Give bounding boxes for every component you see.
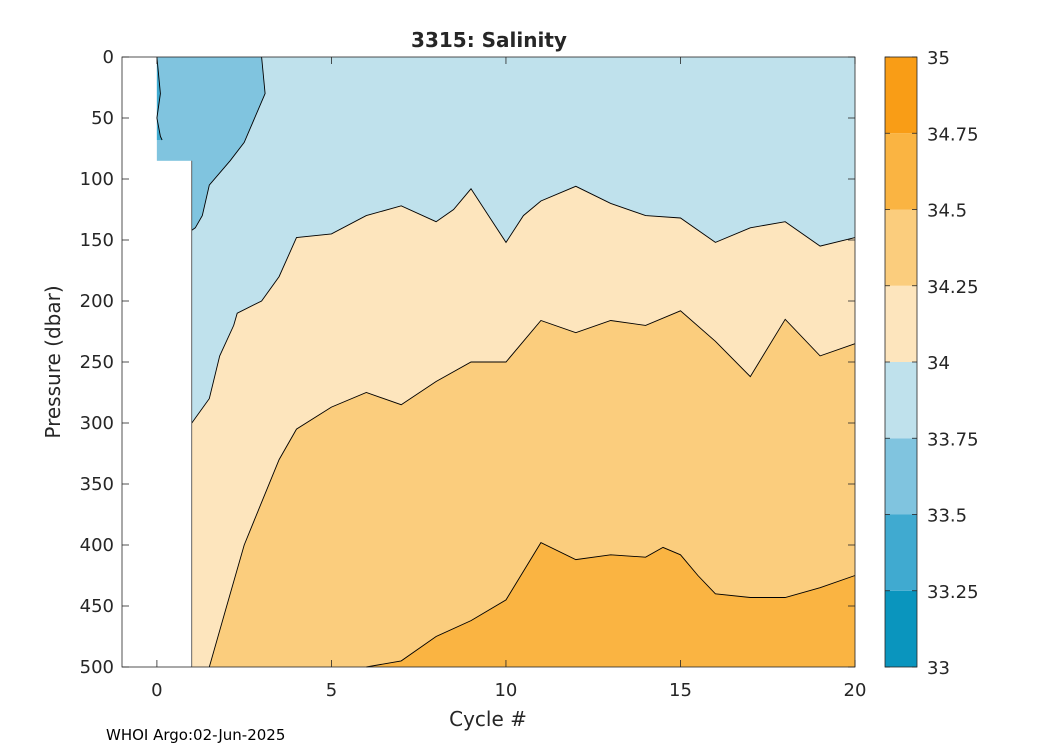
x-tick-label: 5 — [326, 680, 337, 701]
colorbar-segment — [885, 133, 917, 210]
y-tick-label: 50 — [91, 108, 114, 129]
band-33.5-33.75 — [156, 57, 266, 231]
y-tick-label: 400 — [80, 535, 114, 556]
plot-area — [121, 56, 856, 668]
y-axis-label: Pressure (dbar) — [41, 285, 65, 438]
colorbar-tick-label: 34 — [927, 353, 950, 374]
colorbar-segment — [885, 362, 917, 439]
y-tick-label: 350 — [80, 474, 114, 495]
colorbar-tick-label: 35 — [927, 48, 950, 69]
y-tick-label: 200 — [80, 291, 114, 312]
y-tick-label: 250 — [80, 352, 114, 373]
x-tick-label: 10 — [494, 680, 517, 701]
x-axis-label: Cycle # — [449, 707, 527, 731]
colorbar-segment — [885, 57, 917, 134]
colorbar-tick-label: 34.5 — [927, 201, 967, 222]
colorbar-tick-label: 33.5 — [927, 506, 967, 527]
y-tick-label: 300 — [80, 413, 114, 434]
contour-lines — [156, 56, 856, 668]
colorbar-segment — [885, 285, 917, 362]
chart-title: 3315: Salinity — [411, 28, 567, 52]
colorbar-tick-label: 34.75 — [927, 124, 979, 145]
y-axis: 0 50 100 150 200 250 300 350 400 450 500 — [80, 47, 855, 678]
colorbar-segment — [885, 514, 917, 591]
colorbar-segment — [885, 590, 917, 667]
y-tick-label: 0 — [103, 47, 114, 68]
x-tick-label: 20 — [844, 680, 867, 701]
contour-line-34.5 — [366, 542, 856, 668]
y-tick-label: 150 — [80, 230, 114, 251]
colorbar-tick-label: 34.25 — [927, 277, 979, 298]
y-tick-label: 450 — [80, 596, 114, 617]
contour-line-34.25 — [208, 310, 856, 668]
band-34.5-34.75 — [366, 542, 855, 667]
x-tick-label: 0 — [151, 680, 162, 701]
colorbar-tick-label: 33.75 — [927, 429, 979, 450]
y-tick-label: 100 — [80, 169, 114, 190]
colorbar-segment — [885, 438, 917, 515]
contour-line-33.75 — [191, 56, 266, 231]
y-tick-label: 500 — [80, 657, 114, 678]
contour-line-34 — [191, 185, 856, 424]
footer-source: WHOI Argo:02-Jun-2025 — [106, 726, 286, 744]
colorbar: 33 33.25 33.5 33.75 34 34.25 34.5 34.75 35 — [884, 48, 979, 679]
x-axis: 0 5 10 15 20 — [151, 57, 866, 701]
contour-line-33.5 — [156, 56, 163, 141]
x-tick-label: 15 — [669, 680, 692, 701]
colorbar-segment — [885, 209, 917, 286]
colorbar-tick-label: 33.25 — [927, 582, 979, 603]
colorbar-tick-label: 33 — [927, 658, 950, 679]
